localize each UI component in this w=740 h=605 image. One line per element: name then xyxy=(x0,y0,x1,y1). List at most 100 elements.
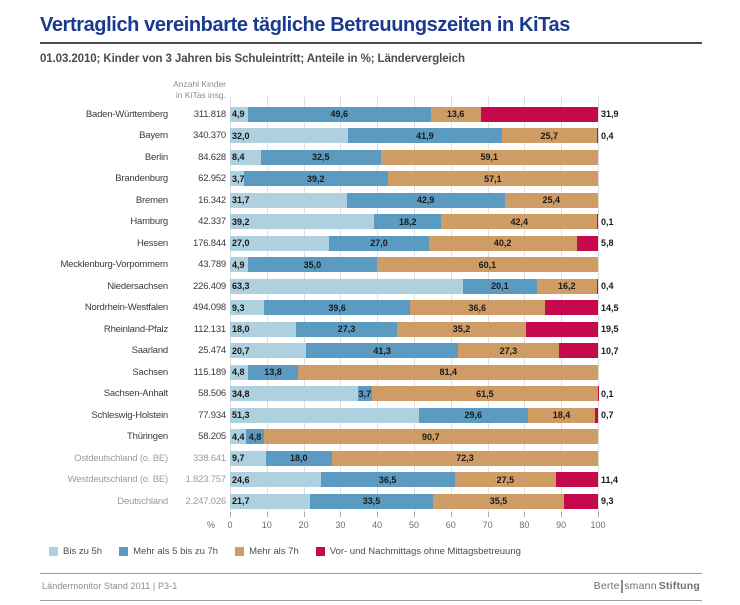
bar-segment xyxy=(230,149,261,165)
bar-segment xyxy=(454,472,557,487)
segment-value-label: 35,2 xyxy=(452,324,471,334)
row-count: 115.189 xyxy=(193,366,226,378)
segment-value-label: 19,5 xyxy=(601,324,619,334)
row-bar: 27,0 27,0 40,2 5,8 xyxy=(230,235,614,251)
segment-value-label: 63,3 xyxy=(232,281,250,291)
bar-segment xyxy=(230,321,297,337)
row-bar: 9,3 39,6 36,6 14,5 xyxy=(230,300,619,315)
segment-value-label: 40,2 xyxy=(493,238,512,248)
legend-label: Vor- und Nachmittags ohne Mittagsbetreuu… xyxy=(329,545,521,557)
row-count: 84.628 xyxy=(198,151,226,163)
segment-value-label: 39,6 xyxy=(328,302,346,313)
segment-value-label: 39,2 xyxy=(306,173,325,184)
bar-segment xyxy=(230,235,330,251)
logo-text-bold: Stiftung xyxy=(658,580,700,593)
chart-row: Brandenburg 62.952 3,7 39,2 57,1 xyxy=(40,168,702,190)
segment-value-label: 42,9 xyxy=(416,195,435,205)
chart-row: Westdeutschland (o. BE) 1.823.757 24,6 36,5… xyxy=(40,469,702,491)
segment-value-label: 35,5 xyxy=(489,496,508,506)
logo-bar xyxy=(621,579,623,593)
segment-value-label: 0,1 xyxy=(601,388,614,399)
segment-value-label: 4,8 xyxy=(232,367,245,377)
row-bar: 4,9 35,0 60,1 xyxy=(230,257,598,272)
row-label: Sachsen xyxy=(132,366,168,378)
segment-value-label: 41,9 xyxy=(416,130,434,141)
count-column-header-line2: in KiTas insg. xyxy=(175,89,226,100)
segment-value-label: 31,9 xyxy=(601,109,619,119)
chart-rows: Baden-Württemberg 311.818 4,9 49,6 13,6 31,9 B… xyxy=(40,103,702,517)
bar-segment xyxy=(596,128,598,143)
bar-segment xyxy=(264,300,410,315)
segment-value-label: 3,7 xyxy=(358,388,372,399)
row-bar: 4,4 4,8 90,7 xyxy=(230,429,598,444)
chart-row: Bayern 340.370 32,0 41,9 25,7 0,4 xyxy=(40,125,702,147)
logo-text-mid: smann xyxy=(624,580,657,593)
bar-segment xyxy=(230,343,307,358)
axis-tick-label: 80 xyxy=(519,519,530,530)
bar-segment xyxy=(556,472,598,487)
segment-value-label: 14,5 xyxy=(601,302,619,313)
axis-tick-label: 40 xyxy=(372,519,383,530)
row-count: 1.823.757 xyxy=(185,474,227,485)
segment-value-label: 25,4 xyxy=(542,195,561,205)
bar-segment xyxy=(595,407,598,423)
plot-area: Baden-Württemberg 311.818 4,9 49,6 13,6 31,9 B… xyxy=(40,97,702,517)
stacked-bar-chart: Anzahl Kinder in KiTas insg. Baden-Württ… xyxy=(40,79,702,557)
legend-item: Bis zu 5h xyxy=(49,546,102,557)
axis-tick-label: 50 xyxy=(408,519,420,530)
row-bar: 4,8 13,8 81,4 xyxy=(230,364,598,380)
bar-segment xyxy=(331,450,598,466)
chart-row: Baden-Württemberg 311.818 4,9 49,6 13,6 31,9 xyxy=(40,103,702,125)
row-count: 58.205 xyxy=(198,431,226,442)
row-bar: 24,6 36,5 27,5 11,4 xyxy=(230,472,618,487)
row-label: Brandenburg xyxy=(115,173,168,184)
axis-unit-label: % xyxy=(207,519,216,530)
axis-tick-label: 30 xyxy=(335,519,346,530)
chart-row: Hamburg 42.337 39,2 18,2 42,4 0,1 xyxy=(40,211,702,233)
row-label: Thüringen xyxy=(127,431,168,442)
bar-segment xyxy=(248,257,377,272)
chart-row: Schleswig-Holstein 77.934 51,3 29,6 18,4 0,7 xyxy=(40,404,702,426)
row-count: 112.131 xyxy=(193,323,226,335)
segment-value-label: 27,0 xyxy=(232,238,250,248)
row-bar: 18,0 27,3 35,2 19,5 xyxy=(230,321,619,337)
chart-row: Ostdeutschland (o. BE) 338.641 9,7 18,0 72,3 xyxy=(40,447,702,469)
bar-segment xyxy=(347,128,502,143)
row-bar: 20,7 41,3 27,3 10,7 xyxy=(230,343,619,358)
chart-row: Rheinland-Pfalz 112.131 18,0 27,3 35,2 19,5 xyxy=(40,318,702,340)
bar-segment xyxy=(371,386,598,401)
segment-value-label: 4,9 xyxy=(232,259,245,270)
segment-value-label: 39,2 xyxy=(232,216,250,227)
row-count: 226.409 xyxy=(193,280,226,292)
page-title: Vertraglich vereinbarte tägliche Betreuu… xyxy=(40,14,570,36)
bar-segment xyxy=(428,235,577,251)
segment-value-label: 34,8 xyxy=(232,388,250,399)
segment-value-label: 0,4 xyxy=(601,130,614,141)
bar-segment xyxy=(230,278,463,294)
legend-label: Bis zu 5h xyxy=(63,545,103,557)
axis-tick-label: 20 xyxy=(298,519,309,530)
bar-segment xyxy=(296,321,397,337)
row-bar: 4,9 49,6 13,6 31,9 xyxy=(230,106,619,122)
bar-segment xyxy=(558,343,598,358)
segment-value-label: 18,2 xyxy=(398,216,417,227)
segment-value-label: 32,5 xyxy=(311,152,330,162)
row-bar: 8,4 32,5 59,1 xyxy=(230,149,598,165)
segment-value-label: 72,3 xyxy=(456,453,474,463)
segment-value-label: 16,2 xyxy=(557,281,576,291)
bar-segment xyxy=(298,364,598,380)
axis-tick-label: 10 xyxy=(261,519,272,530)
bar-segment xyxy=(346,192,505,208)
segment-value-label: 32,0 xyxy=(232,130,250,141)
chart-row: Mecklenburg-Vorpommern 43.789 4,9 35,0 60,1 xyxy=(40,254,702,276)
segment-value-label: 81,4 xyxy=(439,367,457,377)
segment-value-label: 18,0 xyxy=(232,324,250,334)
segment-value-label: 61,5 xyxy=(476,388,494,399)
segment-value-label: 18,4 xyxy=(552,410,571,420)
bar-segment xyxy=(243,171,388,186)
row-label: Hamburg xyxy=(130,216,168,227)
bar-segment xyxy=(596,278,598,294)
row-label: Ostdeutschland (o. BE) xyxy=(74,452,168,464)
legend-label: Mehr als 5 bis zu 7h xyxy=(133,545,219,557)
